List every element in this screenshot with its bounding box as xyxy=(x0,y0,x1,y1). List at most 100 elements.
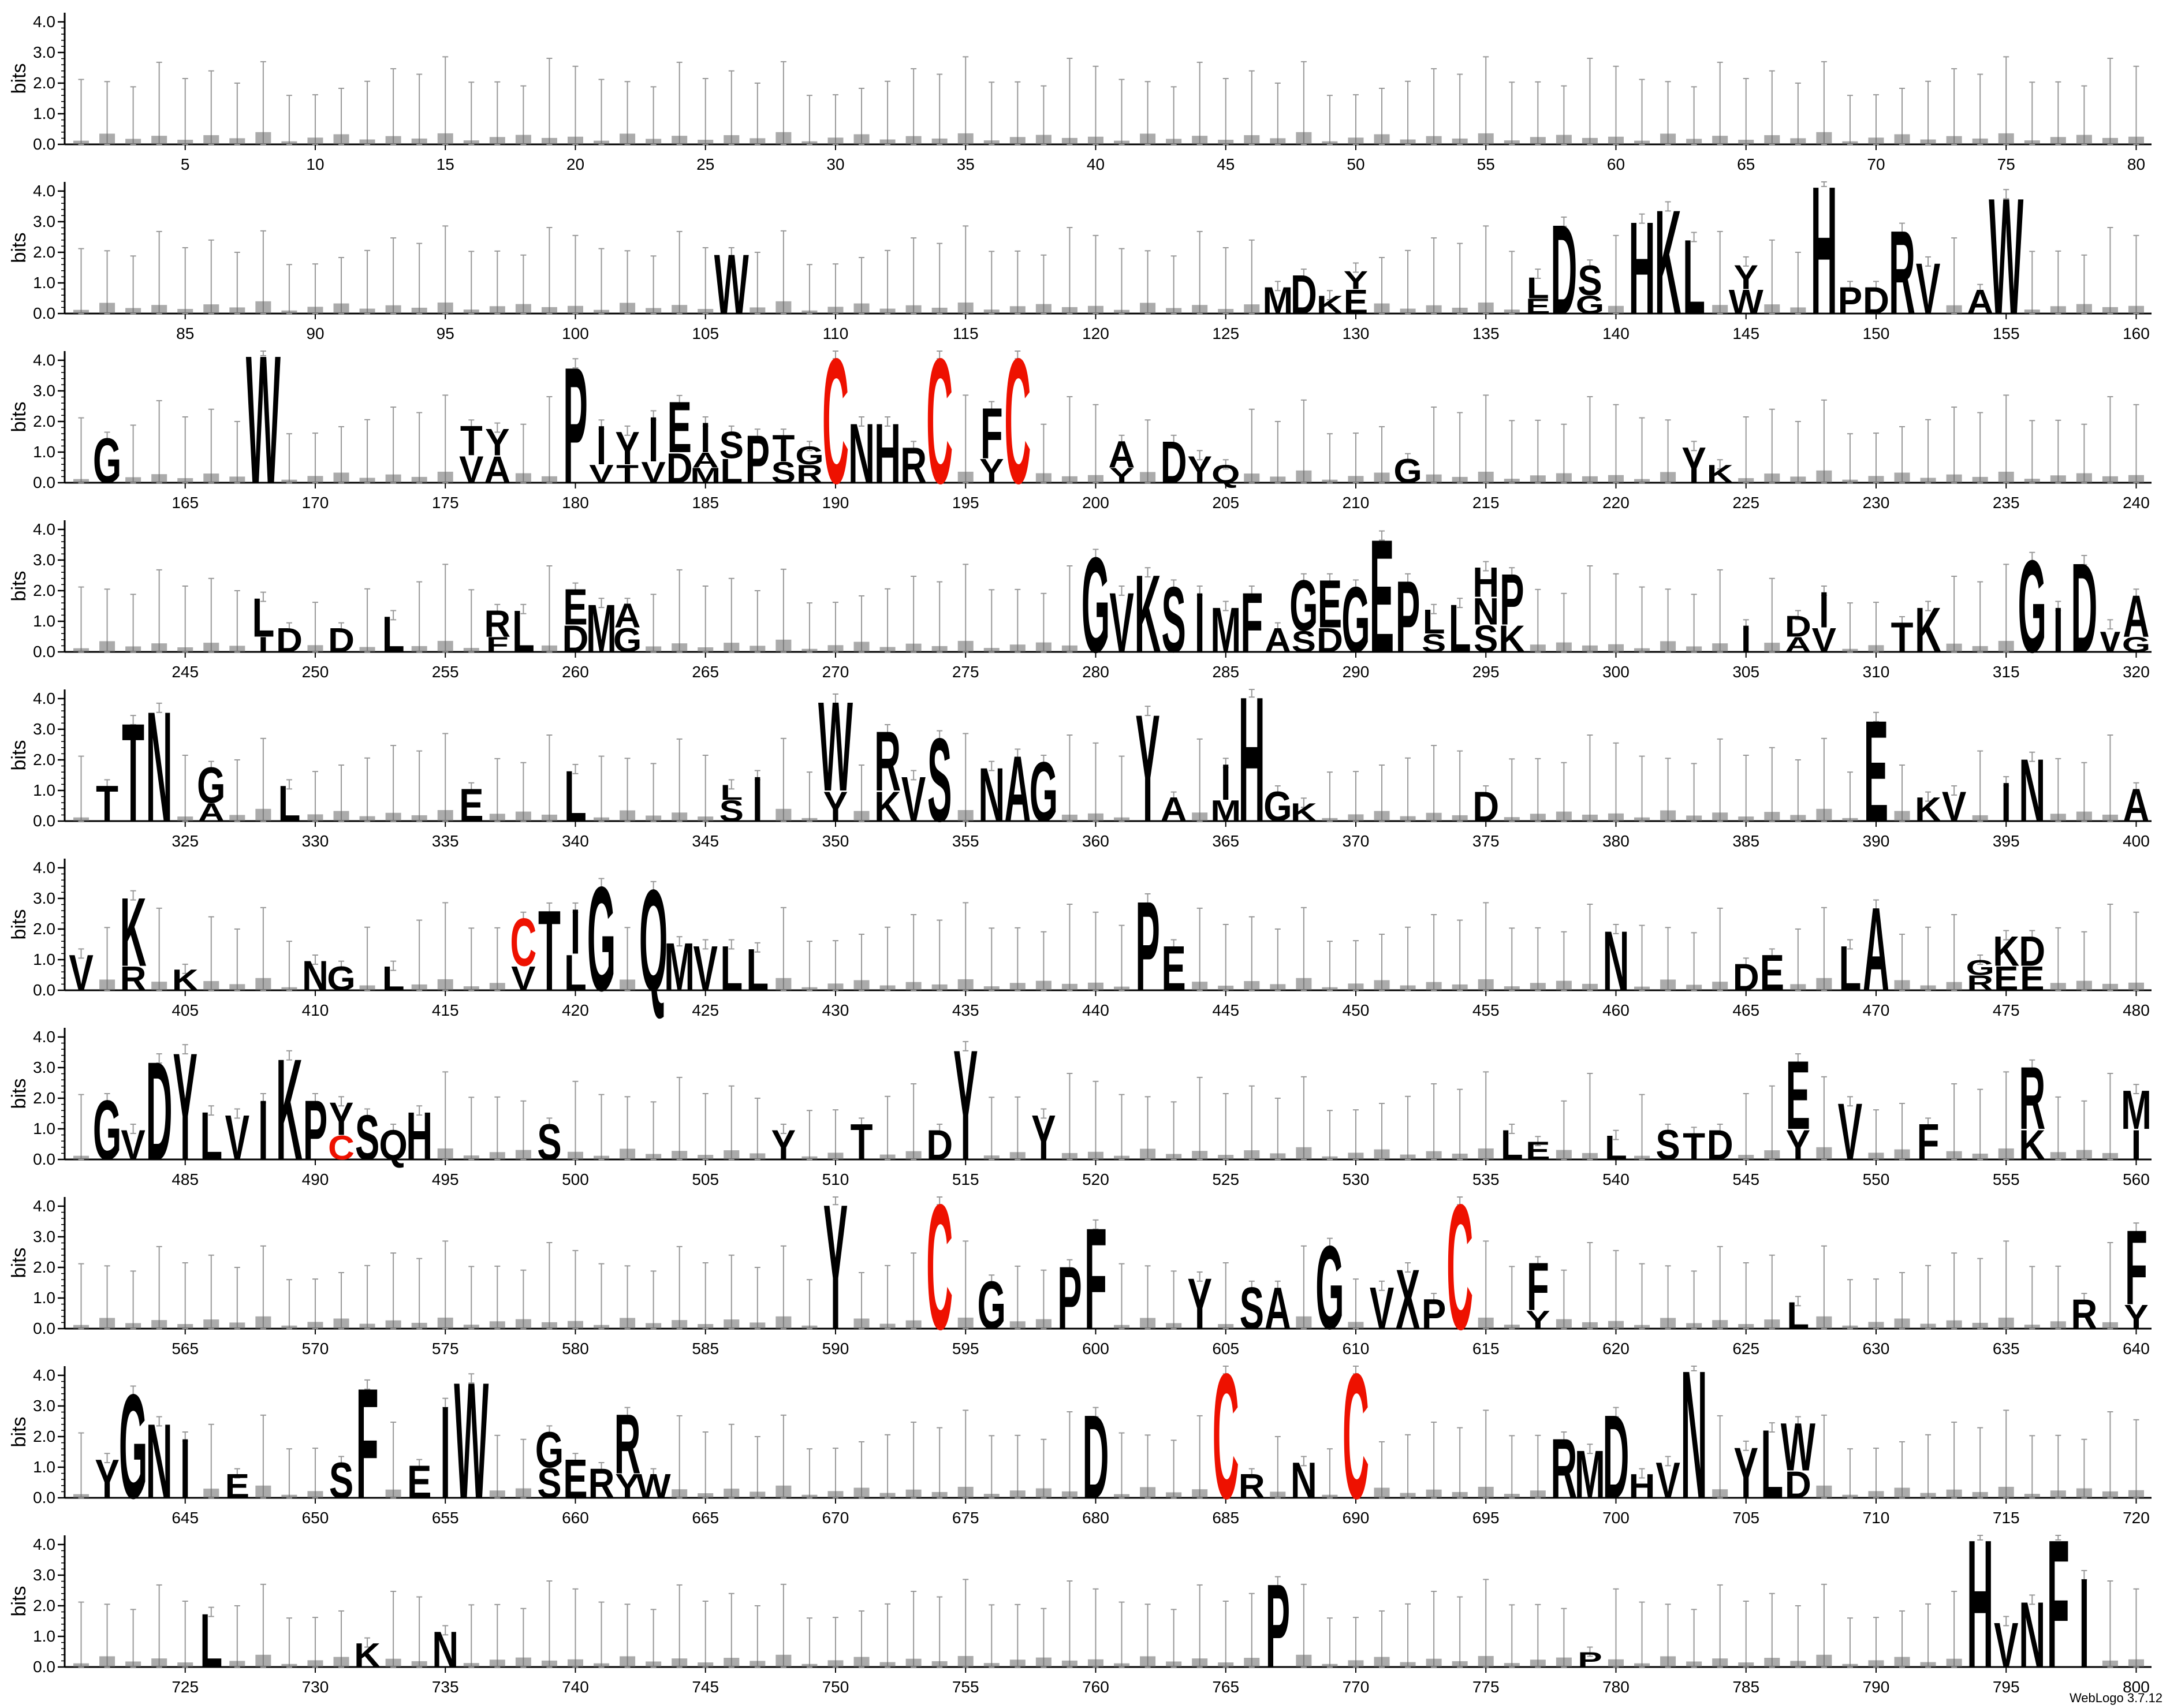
residue-letter: E xyxy=(2020,960,2044,997)
x-tick-label: 595 xyxy=(952,1340,979,1358)
residue-stack-minor xyxy=(463,648,479,652)
residue-letter: H xyxy=(406,1098,432,1174)
residue-letter: D xyxy=(1161,429,1187,496)
residue-stack-minor xyxy=(1608,813,1624,821)
residue-stack-minor xyxy=(1686,139,1702,144)
residue-stack-minor xyxy=(853,1318,870,1329)
residue-stack-minor xyxy=(1582,476,1598,483)
residue-letter: I xyxy=(2079,1553,2090,1695)
residue-stack-minor xyxy=(698,1493,714,1498)
residue-stack-minor xyxy=(1686,815,1702,821)
residue-letter: H xyxy=(1239,661,1265,860)
residue-stack-minor xyxy=(750,1491,766,1498)
residue-stack-minor xyxy=(1348,137,1364,144)
residue-letter: A xyxy=(1004,737,1031,841)
y-tick-label: 3.0 xyxy=(33,1397,55,1415)
residue-stack-minor xyxy=(724,1150,740,1159)
residue-letter: G xyxy=(587,856,616,1022)
y-tick-label: 2.0 xyxy=(33,1258,55,1276)
residue-stack-minor xyxy=(1400,308,1416,314)
residue-letter: V xyxy=(641,457,666,490)
residue-stack-minor xyxy=(1504,140,1520,144)
residue-stack-minor xyxy=(1686,1323,1702,1329)
residue-letter: L xyxy=(1423,603,1445,640)
residue-letter: P xyxy=(1500,560,1524,640)
residue-stack-minor xyxy=(307,1660,323,1667)
x-tick-label: 510 xyxy=(822,1170,849,1188)
residue-letter: P xyxy=(563,334,587,519)
y-axis-title: bits xyxy=(8,1586,30,1617)
x-tick-label: 270 xyxy=(822,663,849,681)
x-tick-label: 645 xyxy=(171,1509,199,1527)
x-tick-label: 630 xyxy=(1863,1340,1890,1358)
residue-stack-minor xyxy=(1504,817,1520,821)
residue-letter: C xyxy=(328,1129,355,1166)
x-tick-label: 55 xyxy=(1477,155,1495,173)
residue-stack-minor xyxy=(1998,471,2014,483)
residue-letter: D xyxy=(1733,956,1759,998)
residue-stack-minor xyxy=(775,639,792,652)
residue-stack-minor xyxy=(1322,479,1338,483)
y-tick-label: 1.0 xyxy=(33,1627,55,1645)
residue-stack-minor xyxy=(151,1320,167,1329)
residue-stack-minor xyxy=(2076,980,2092,990)
residue-letter: N xyxy=(1603,914,1630,1009)
residue-stack-minor xyxy=(1530,1490,1546,1498)
residue-letter: H xyxy=(1629,194,1656,342)
residue-stack-minor xyxy=(1009,644,1026,652)
residue-letter: Y xyxy=(1344,266,1368,294)
residue-letter: L xyxy=(720,452,743,490)
residue-stack-minor xyxy=(957,1486,974,1498)
x-tick-label: 235 xyxy=(1993,494,2020,512)
residue-letter: R xyxy=(484,602,510,644)
residue-letter: K xyxy=(120,878,147,987)
residue-stack-minor xyxy=(541,1660,557,1667)
residue-stack-minor xyxy=(489,1490,505,1498)
residue-stack-minor xyxy=(73,140,90,144)
residue-letter: L xyxy=(1501,1121,1523,1169)
residue-stack-minor xyxy=(463,1155,479,1159)
x-tick-label: 765 xyxy=(1212,1678,1239,1696)
y-tick-label: 4.0 xyxy=(33,13,55,31)
residue-letter: A xyxy=(1265,1275,1291,1342)
y-tick-label: 1.0 xyxy=(33,781,55,799)
residue-stack-minor xyxy=(1816,808,1832,821)
residue-stack-minor xyxy=(1009,1659,1026,1667)
residue-stack-minor xyxy=(1920,139,1936,144)
residue-stack-minor xyxy=(1244,1658,1260,1667)
residue-stack-minor xyxy=(646,308,662,314)
residue-stack-minor xyxy=(1556,642,1572,652)
y-tick-label: 4.0 xyxy=(33,520,55,538)
x-tick-label: 735 xyxy=(432,1678,459,1696)
residue-stack-minor xyxy=(99,1656,115,1667)
residue-letter: N xyxy=(978,752,1005,838)
residue-stack-minor xyxy=(1972,1153,1988,1159)
residue-letter: D xyxy=(1863,279,1889,322)
residue-stack-minor xyxy=(698,140,714,144)
residue-stack-minor xyxy=(1842,818,1858,821)
residue-letter: W xyxy=(714,237,749,333)
residue-letter: L xyxy=(252,587,274,648)
residue-stack-minor xyxy=(1998,133,2014,144)
residue-letter: M xyxy=(1262,279,1293,322)
x-tick-label: 205 xyxy=(1212,494,1239,512)
y-axis-title: bits xyxy=(8,1417,30,1448)
residue-letter: L xyxy=(200,1598,222,1684)
residue-stack-minor xyxy=(281,987,297,990)
residue-stack-minor xyxy=(879,139,896,144)
residue-stack-minor xyxy=(151,1658,167,1667)
x-tick-label: 15 xyxy=(437,155,454,173)
x-tick-label: 120 xyxy=(1082,325,1109,342)
residue-letter: Y xyxy=(1734,1433,1758,1514)
residue-stack-minor xyxy=(775,978,792,990)
residue-stack-minor xyxy=(1608,1321,1624,1329)
x-tick-label: 420 xyxy=(562,1001,589,1019)
y-tick-label: 0.0 xyxy=(33,643,55,661)
x-tick-label: 85 xyxy=(176,325,194,342)
x-tick-label: 280 xyxy=(1082,663,1109,681)
residue-stack-minor xyxy=(1270,1491,1286,1498)
residue-letter: N xyxy=(2019,1583,2045,1687)
residue-letter: D xyxy=(1317,621,1343,659)
